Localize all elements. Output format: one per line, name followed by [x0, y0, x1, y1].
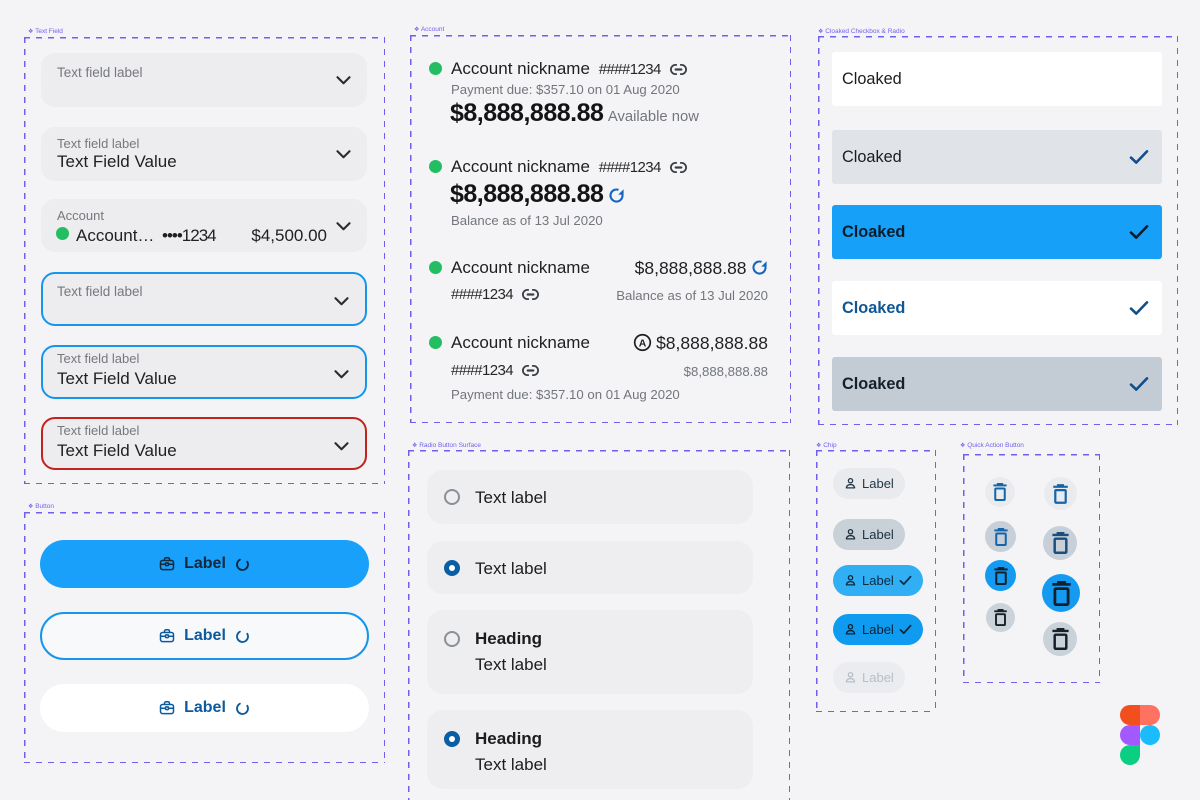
svg-text:A: A — [638, 338, 646, 349]
